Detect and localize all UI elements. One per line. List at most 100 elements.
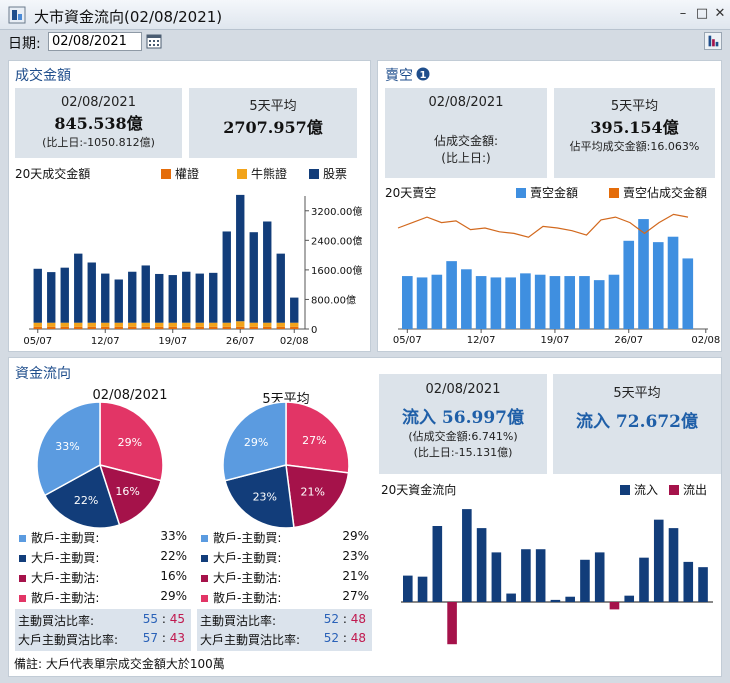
bar-stock: [195, 273, 204, 323]
flow-avg-value: 流入 72.672億: [576, 412, 698, 432]
bar-stock: [60, 267, 69, 323]
legend-swatch: [669, 484, 679, 495]
bar-warrant: [47, 326, 56, 329]
legend-short-ratio: 賣空佔成交金額: [609, 184, 707, 201]
turnover-panel: 成交金額 02/08/2021 845.538億 (比上日:-1050.812億…: [8, 60, 371, 352]
date-label: 日期:: [8, 36, 41, 52]
bar-inflow: [403, 575, 413, 602]
bar-inflow: [624, 595, 635, 602]
bar-cbbc: [168, 322, 177, 327]
bar-stock: [128, 271, 137, 323]
breakdown-pct: 21%: [342, 569, 369, 583]
legend-label: 股票: [323, 167, 348, 181]
bullet-icon: [19, 595, 26, 602]
legend-label: 牛熊證: [251, 167, 288, 181]
today-ratio-box: 主動買沽比率: 55 : 45 大戶主動買沽比率: 57 : 43: [15, 609, 191, 651]
bar-inflow: [521, 549, 531, 602]
flow-avg-label: 5天平均: [613, 386, 661, 401]
bullet-icon: [19, 555, 26, 562]
legend-label: 賣空金額: [530, 186, 579, 200]
bar-stock: [290, 297, 299, 323]
pie-label: 23%: [253, 490, 277, 503]
flow-panel: 資金流向 02/08/2021 5天平均 29% 16% 22% 33% 27% 21%…: [8, 357, 722, 677]
short-today-line1: 佔成交金額:: [433, 134, 499, 148]
bar-warrant: [263, 326, 272, 329]
bar-stock: [114, 279, 123, 323]
bar-inflow: [580, 559, 590, 602]
bar-warrant: [222, 326, 231, 329]
legend-outflow: 流出: [669, 481, 707, 498]
bar-inflow: [476, 528, 487, 602]
flow-today-date: 02/08/2021: [425, 382, 501, 397]
x-tick-label: 19/07: [541, 335, 570, 346]
pie-today-chart: 29% 16% 22% 33%: [36, 401, 164, 529]
bar-short-amount: [652, 242, 664, 329]
y-tick-label: 3200.00億: [311, 205, 362, 218]
short-avg-sub: 佔平均成交金額:16.063%: [569, 140, 700, 153]
bar-stock: [155, 273, 164, 323]
legend-label: 流出: [683, 483, 708, 497]
pie-label: 27%: [302, 434, 326, 447]
bar-warrant: [114, 326, 123, 329]
bar-short-amount: [461, 269, 472, 329]
maximize-icon[interactable]: □: [695, 6, 709, 21]
y-tick-label: 0: [311, 325, 317, 336]
bar-stock: [87, 262, 96, 323]
app-icon: [8, 6, 26, 24]
y-tick-label: 1600.00億: [311, 264, 362, 277]
short-chart: 05/07 12/07 19/07 26/07 02/08: [393, 213, 720, 346]
bar-inflow: [462, 509, 472, 602]
breakdown-row: 散戶-主動買: 29%: [201, 529, 369, 546]
info-icon[interactable]: 1: [416, 67, 430, 81]
bar-cbbc: [209, 322, 218, 327]
avg-ratio-box: 主動買沽比率: 52 : 48 大戶主動買沽比率: 52 : 48: [197, 609, 372, 651]
pie-slice: [36, 401, 101, 497]
breakdown-pct: 16%: [160, 569, 187, 583]
short-avg-label: 5天平均: [610, 99, 659, 114]
bar-stock: [209, 272, 218, 323]
short-title: 賣空: [385, 68, 413, 84]
bullet-icon: [19, 575, 26, 582]
bar-inflow: [653, 519, 664, 602]
x-tick-label: 12/07: [91, 336, 120, 346]
turnover-today-box: 02/08/2021 845.538億 (比上日:-1050.812億): [15, 88, 182, 158]
bar-stock: [141, 265, 150, 323]
breakdown-pct: 23%: [342, 549, 369, 563]
close-icon[interactable]: ✕: [714, 6, 726, 21]
bar-warrant: [276, 326, 285, 329]
breakdown-row: 散戶-主動沽: 27%: [201, 589, 369, 606]
date-input[interactable]: [48, 32, 142, 51]
chart-settings-icon[interactable]: [704, 32, 722, 50]
bullet-icon: [201, 595, 208, 602]
breakdown-pct: 22%: [160, 549, 187, 563]
pie-label: 16%: [115, 485, 139, 498]
short-chart-title: 20天賣空: [385, 186, 437, 200]
bar-short-amount: [520, 273, 531, 329]
minimize-icon[interactable]: –: [679, 6, 687, 21]
calendar-icon[interactable]: [146, 33, 162, 49]
bar-short-amount: [431, 274, 443, 329]
bar-cbbc: [276, 322, 285, 327]
x-tick-label: 26/07: [226, 336, 255, 346]
footer-note: 備註: 大戶代表單宗成交金額大於100萬: [14, 657, 225, 671]
bar-cbbc: [182, 322, 191, 327]
bar-short-amount: [534, 274, 546, 329]
breakdown-row: 大戶-主動買: 22%: [19, 549, 187, 566]
ratio-label: 大戶主動買沽比率:: [18, 633, 119, 647]
flow-chart: [401, 509, 713, 645]
breakdown-label: 大戶-主動沽:: [213, 571, 282, 585]
pie-slice: [285, 464, 350, 529]
bar-stock: [263, 221, 272, 323]
turnover-today-compare: (比上日:-1050.812億): [42, 136, 155, 149]
bar-cbbc: [249, 322, 258, 327]
short-avg-value: 395.154億: [590, 118, 679, 137]
breakdown-row: 散戶-主動買: 33%: [19, 529, 187, 546]
breakdown-row: 大戶-主動買: 23%: [201, 549, 369, 566]
ratio-value: 52 : 48: [323, 631, 366, 645]
ratio-value: 55 : 45: [142, 612, 185, 626]
bar-cbbc: [47, 322, 56, 327]
bar-warrant: [209, 326, 218, 329]
x-tick-label: 05/07: [23, 336, 52, 346]
bar-inflow: [683, 561, 694, 602]
ratio-label: 主動買沽比率:: [200, 614, 277, 628]
